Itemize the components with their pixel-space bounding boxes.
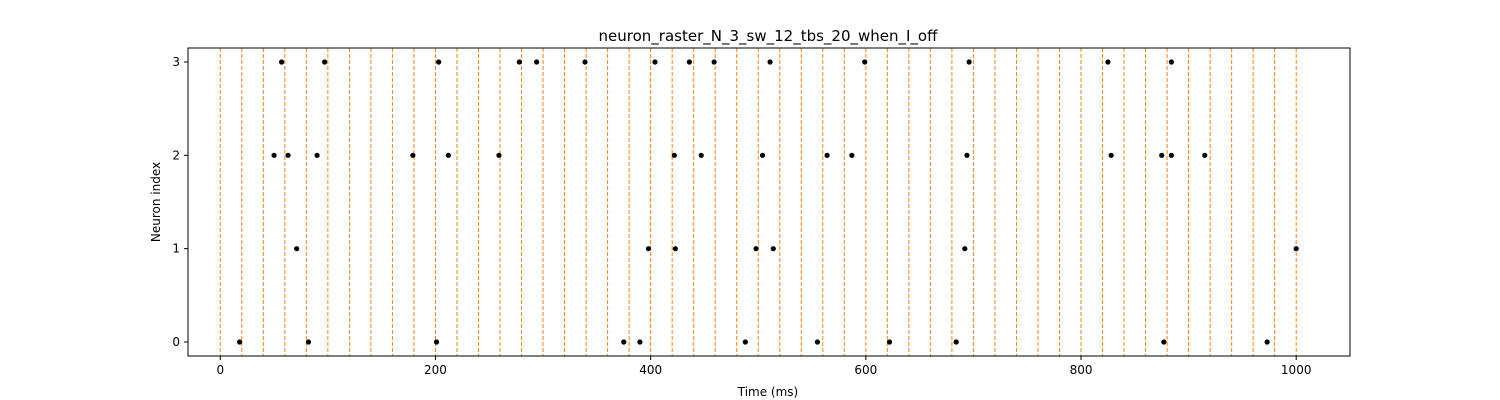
- spike-point: [322, 59, 328, 65]
- spike-point: [964, 152, 970, 158]
- y-axis-label: Neuron index: [149, 162, 163, 242]
- x-tick-label: 400: [639, 363, 662, 377]
- spike-point: [294, 246, 300, 252]
- spike-point: [314, 152, 320, 158]
- spike-point: [645, 246, 652, 252]
- spike-point: [1293, 246, 1299, 252]
- spike-point: [953, 339, 959, 345]
- spike-point: [672, 246, 678, 252]
- spike-point: [237, 339, 243, 345]
- spike-point: [621, 339, 627, 345]
- vertical-lines: [219, 48, 1297, 356]
- spike-point: [1108, 152, 1114, 158]
- y-tick-label: 1: [172, 242, 180, 256]
- spike-point: [1264, 339, 1270, 345]
- spike-point: [962, 246, 968, 252]
- spike-point: [1161, 339, 1167, 345]
- spike-point: [698, 152, 704, 158]
- x-tick-label: 600: [854, 363, 877, 377]
- spike-point: [1168, 152, 1174, 158]
- spike-point: [1159, 152, 1165, 158]
- spike-point: [753, 246, 759, 252]
- x-axis: 0 200 400 600 800 1000: [216, 356, 1311, 377]
- spike-point: [966, 59, 972, 65]
- spike-point: [759, 152, 766, 158]
- spike-point: [271, 152, 277, 158]
- y-axis: 0 1 2 3: [172, 55, 188, 349]
- spike-point: [886, 339, 893, 345]
- spike-point: [770, 246, 776, 252]
- plot-frame: [187, 47, 1351, 357]
- spike-point: [862, 59, 868, 65]
- chart-title: neuron_raster_N_3_sw_12_tbs_20_when_I_of…: [599, 27, 939, 46]
- spike-point: [496, 152, 502, 158]
- spike-point: [1202, 152, 1208, 158]
- spike-point: [279, 59, 285, 65]
- spike-point: [814, 339, 821, 345]
- spike-point: [1105, 59, 1111, 65]
- spike-point: [824, 152, 830, 158]
- spike-point: [410, 152, 416, 158]
- spike-point: [436, 59, 442, 65]
- spike-markers: [237, 59, 1299, 345]
- spike-point: [1168, 59, 1174, 65]
- spike-point: [582, 59, 588, 65]
- spike-point: [671, 152, 677, 158]
- y-tick-label: 0: [172, 335, 180, 349]
- spike-point: [652, 59, 658, 65]
- spike-point: [305, 339, 312, 345]
- x-tick-label: 0: [216, 363, 224, 377]
- spike-point: [742, 339, 748, 345]
- spike-point: [285, 152, 291, 158]
- x-axis-label: Time (ms): [737, 385, 799, 399]
- x-tick-label: 1000: [1281, 363, 1312, 377]
- x-tick-label: 800: [1070, 363, 1093, 377]
- x-tick-label: 200: [424, 363, 447, 377]
- y-tick-label: 2: [172, 148, 180, 162]
- spike-point: [686, 59, 692, 65]
- y-tick-label: 3: [172, 55, 180, 69]
- spike-point: [637, 339, 643, 345]
- spike-point: [516, 59, 522, 65]
- spike-point: [534, 59, 540, 65]
- spike-point: [711, 59, 717, 65]
- spike-point: [849, 152, 855, 158]
- spike-point: [767, 59, 773, 65]
- spike-point: [433, 339, 440, 345]
- spike-point: [445, 152, 451, 158]
